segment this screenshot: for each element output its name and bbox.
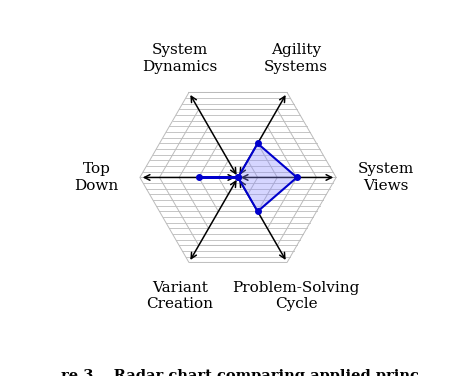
Polygon shape (199, 144, 297, 211)
Text: Variant
Creation: Variant Creation (147, 281, 213, 311)
Text: Top
Down: Top Down (74, 162, 119, 193)
Text: Agility
Systems: Agility Systems (264, 43, 328, 74)
Text: System
Views: System Views (357, 162, 414, 193)
Text: Problem-Solving
Cycle: Problem-Solving Cycle (232, 281, 360, 311)
Text: re 3.   Radar chart comparing applied princ: re 3. Radar chart comparing applied prin… (61, 369, 419, 376)
Text: System
Dynamics: System Dynamics (142, 43, 218, 74)
